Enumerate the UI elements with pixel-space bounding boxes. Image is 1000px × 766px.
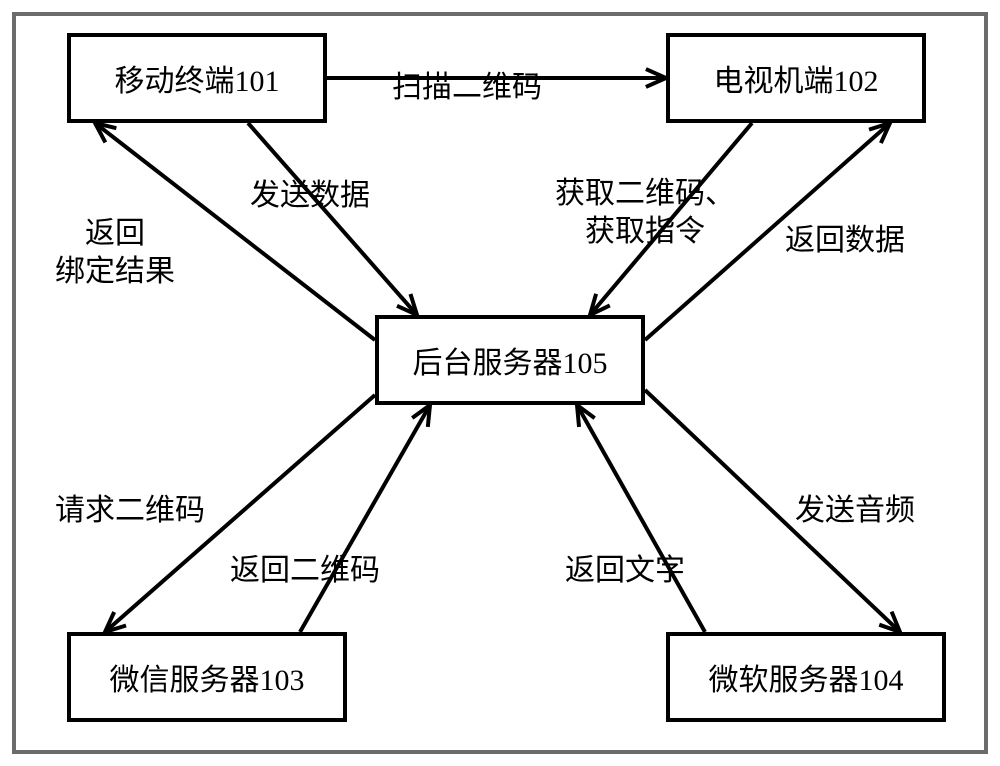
diagram-canvas: 移动终端101 电视机端102 后台服务器105 微信服务器103 微软服务器1… [0, 0, 1000, 766]
edge-label-ret-qr: 返回二维码 [230, 545, 380, 589]
edge-label-req-qr: 请求二维码 [55, 485, 205, 529]
edge-label-return-data: 返回数据 [785, 215, 905, 259]
node-label: 后台服务器105 [413, 338, 608, 382]
edge-label-bind-result: 返回绑定结果 [55, 215, 175, 290]
edge-label-get-qr-cmd: 获取二维码、获取指令 [555, 175, 735, 250]
node-label: 电视机端102 [714, 56, 879, 100]
edge-label-send-data: 发送数据 [250, 170, 370, 214]
edge-label-send-audio: 发送音频 [795, 485, 915, 529]
node-label: 微软服务器104 [709, 655, 904, 699]
node-mobile-terminal: 移动终端101 [67, 33, 327, 123]
node-microsoft-server: 微软服务器104 [666, 632, 946, 722]
node-label: 移动终端101 [115, 56, 280, 100]
edge-label-ret-text: 返回文字 [565, 545, 685, 589]
node-backend-server: 后台服务器105 [375, 315, 645, 405]
node-tv: 电视机端102 [666, 33, 926, 123]
edge-label-scan-qr: 扫描二维码 [392, 62, 542, 106]
node-wechat-server: 微信服务器103 [67, 632, 347, 722]
node-label: 微信服务器103 [110, 655, 305, 699]
